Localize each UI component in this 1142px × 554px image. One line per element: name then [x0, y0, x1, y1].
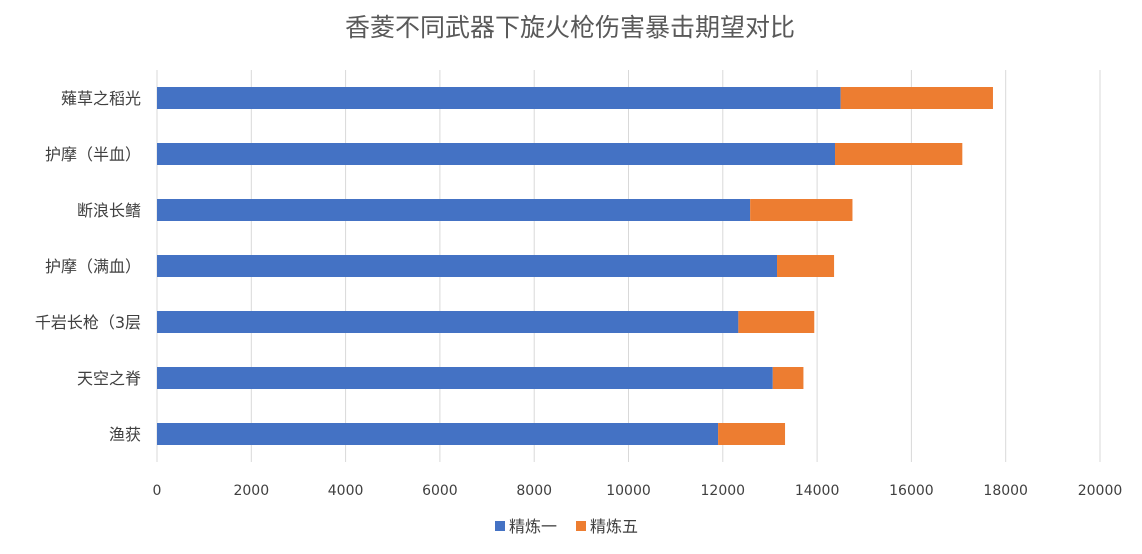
legend-label: 精炼一	[509, 517, 557, 536]
x-tick-label: 16000	[889, 483, 934, 499]
x-tick-label: 14000	[795, 483, 840, 499]
x-tick-label: 12000	[701, 483, 746, 499]
x-tick-label: 2000	[233, 483, 269, 499]
bar-segment-series-2	[772, 367, 804, 389]
bar-segment-series-2	[738, 311, 815, 333]
bars	[157, 87, 993, 445]
bar-segment-series-1	[157, 311, 739, 333]
category-label: 天空之脊	[77, 369, 141, 388]
bar-segment-series-2	[840, 87, 993, 109]
bar-segment-series-2	[718, 423, 786, 445]
bar-segment-series-1	[157, 143, 836, 165]
bar-segment-series-1	[157, 423, 719, 445]
x-tick-label: 10000	[606, 483, 651, 499]
bar-segment-series-1	[157, 87, 841, 109]
category-label: 断浪长鳍	[77, 201, 141, 220]
legend-swatch	[495, 521, 505, 531]
category-label: 薙草之稻光	[61, 89, 141, 108]
legend-swatch	[576, 521, 586, 531]
chart-title: 香菱不同武器下旋火枪伤害暴击期望对比	[345, 13, 795, 42]
watermark: 米游社@莫香清	[1052, 526, 1136, 541]
category-label: 渔获	[109, 425, 141, 444]
x-tick-label: 4000	[328, 483, 364, 499]
category-label: 千岩长枪（3层	[35, 313, 141, 332]
bar-segment-series-1	[157, 367, 773, 389]
bar-segment-series-1	[157, 199, 751, 221]
bar-segment-series-1	[157, 255, 778, 277]
x-tick-label: 8000	[516, 483, 552, 499]
legend-label: 精炼五	[590, 517, 638, 536]
category-label: 护摩（满血）	[45, 257, 141, 276]
bar-segment-series-2	[777, 255, 835, 277]
x-tick-labels: 0 2000 4000 6000 8000 10000 12000 14000 16000 180…	[153, 483, 1123, 499]
legend: 精炼一 精炼五	[495, 517, 638, 536]
x-tick-label: 6000	[422, 483, 458, 499]
bar-segment-series-2	[750, 199, 853, 221]
x-tick-label: 20000	[1078, 483, 1123, 499]
x-tick-label: 0	[153, 483, 162, 499]
bar-segment-series-2	[835, 143, 963, 165]
category-label: 护摩（半血）	[45, 145, 141, 164]
x-tick-label: 18000	[983, 483, 1028, 499]
